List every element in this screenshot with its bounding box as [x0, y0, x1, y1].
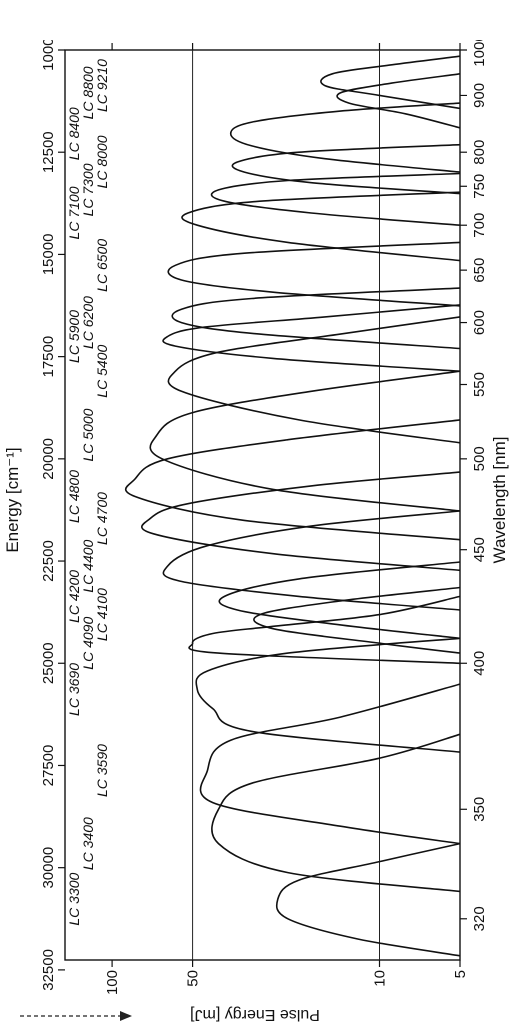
x2-tick-label-17500: 17500: [40, 336, 57, 378]
y-axis-title-wrapper: Pulse Energy [mJ]: [20, 1006, 320, 1023]
x2-tick-label-10000: 10000: [40, 40, 57, 71]
x2-tick-label-12500: 12500: [40, 131, 57, 173]
plot-frame: [64, 49, 461, 961]
dye-label-lc-6500: LC 6500: [94, 239, 110, 292]
x2-tick-label-30000: 30000: [40, 847, 57, 889]
x-tick-label-750: 750: [471, 174, 488, 199]
x-axis-title-wavelength: Wavelength [nm]: [490, 437, 509, 564]
dye-label-lc-3400: LC 3400: [80, 817, 96, 870]
series-lc-7300: [210, 172, 461, 226]
x2-tick-label-25000: 25000: [40, 642, 57, 684]
x2-tick-label-32500: 32500: [40, 949, 57, 991]
dye-label-lc-8000: LC 8000: [94, 135, 110, 188]
series-lc-4700: [141, 471, 461, 572]
series-lc-4100: [253, 586, 461, 654]
dye-label-lc-4800: LC 4800: [66, 470, 82, 523]
x-tick-label-400: 400: [471, 651, 488, 676]
dye-label-lc-5900: LC 5900: [66, 310, 82, 363]
x2-tick-label-20000: 20000: [40, 438, 57, 480]
dye-label-lc-8800: LC 8800: [80, 66, 96, 119]
chart-rotated-frame: 320 350 400 450 500 550 600 650 700 750 800 900 1000…: [0, 29, 510, 1000]
dye-label-lc-6200: LC 6200: [80, 296, 96, 349]
dye-label-lc-9210: LC 9210: [94, 59, 110, 112]
y-axis-title-pulse-energy: Pulse Energy [mJ]: [190, 1006, 320, 1023]
dye-label-lc-5000: LC 5000: [80, 408, 96, 461]
dye-label-lc-4400: LC 4400: [80, 539, 96, 592]
series-lc-6500: [167, 241, 461, 307]
x-tick-label-600: 600: [471, 310, 488, 335]
series-lc-8400: [229, 102, 461, 173]
series-lc-3690: [195, 637, 461, 753]
dye-label-lc-3300: LC 3300: [66, 872, 82, 925]
series-lc-7100: [181, 191, 461, 262]
series-lc-5900: [162, 304, 461, 372]
series-lc-4200: [218, 561, 461, 640]
x-tick-label-550: 550: [471, 372, 488, 397]
dye-label-lc-4100: LC 4100: [94, 588, 110, 641]
dye-label-lc-3690: LC 3690: [66, 663, 82, 716]
series-lc-4090: [188, 595, 461, 665]
x-tick-label-700: 700: [471, 213, 488, 238]
x-axis-title-energy: Energy [cm⁻¹]: [3, 447, 22, 552]
y-tick-label-left-5: 5: [452, 970, 469, 978]
series-lc-3590: [199, 683, 461, 845]
dye-label-lc-7300: LC 7300: [80, 163, 96, 216]
dye-label-lc-8400: LC 8400: [66, 107, 82, 160]
series-lc-6200: [171, 287, 461, 350]
series-lc-5400: [167, 316, 461, 444]
dye-label-lc-4200: LC 4200: [66, 570, 82, 623]
x-tick-label-1000: 1000: [471, 40, 488, 67]
series-lc-4400: [162, 510, 461, 611]
x-tick-label-320: 320: [471, 906, 488, 931]
x2-tick-label-22500: 22500: [40, 540, 57, 582]
y-tick-label-left-100: 100: [104, 970, 121, 995]
series-lc-5000: [149, 370, 461, 512]
y-tick-label-left-50: 50: [185, 970, 202, 987]
dye-label-lc-7100: LC 7100: [66, 186, 82, 239]
series-lc-3400: [211, 733, 461, 893]
x-tick-label-500: 500: [471, 446, 488, 471]
x-tick-label-450: 450: [471, 537, 488, 562]
x-tick-label-800: 800: [471, 140, 488, 165]
y-tick-label-left-10: 10: [372, 970, 389, 987]
series-lc-4800: [124, 419, 461, 541]
x2-tick-label-15000: 15000: [40, 234, 57, 276]
y-axis-arrow-head: [120, 1011, 132, 1021]
dye-label-lc-4090: LC 4090: [80, 617, 96, 670]
series-lc-8000: [231, 143, 461, 195]
x-tick-label-900: 900: [471, 83, 488, 108]
series-lc-9210: [320, 55, 461, 110]
series-lc-3300: [275, 842, 461, 957]
x-tick-label-650: 650: [471, 258, 488, 283]
dye-label-lc-4700: LC 4700: [94, 492, 110, 545]
dye-tuning-curves-chart: 3203504004505005506006507007508009001000…: [3, 29, 509, 995]
series-lc-8800: [336, 73, 461, 129]
dye-label-lc-5400: LC 5400: [94, 345, 110, 398]
x2-tick-label-27500: 27500: [40, 745, 57, 787]
x-tick-label-350: 350: [471, 797, 488, 822]
dye-label-lc-3590: LC 3590: [94, 744, 110, 797]
